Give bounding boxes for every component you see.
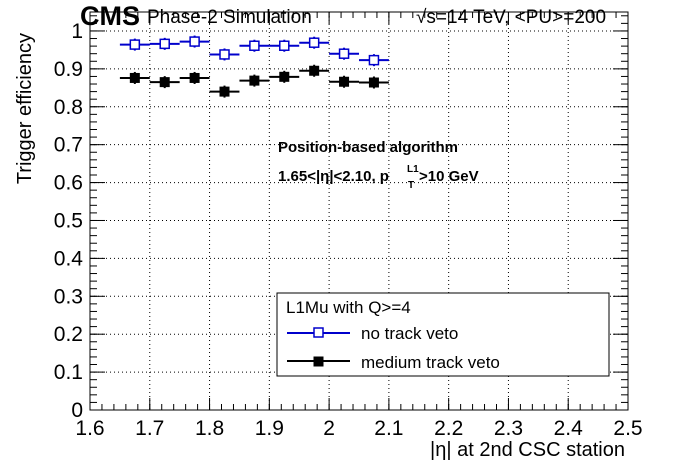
x-tick-label: 1.6 bbox=[75, 417, 104, 440]
data-point bbox=[189, 72, 200, 83]
simulation-subtitle: Phase-2 Simulation bbox=[147, 7, 312, 28]
legend-entry-no-veto: no track veto bbox=[361, 324, 458, 343]
x-tick-label: 2.4 bbox=[554, 417, 584, 440]
x-tick-label: 2 bbox=[323, 417, 335, 440]
x-tick-label: 2.5 bbox=[613, 417, 642, 440]
data-point bbox=[219, 86, 230, 97]
legend-marker-no-veto bbox=[313, 327, 324, 338]
data-point bbox=[368, 77, 379, 88]
energy-label: √s=14 TeV, <PU>=200 bbox=[416, 7, 606, 28]
data-point bbox=[279, 40, 290, 51]
data-point bbox=[129, 39, 141, 50]
selection-superscript: L1 bbox=[407, 164, 419, 175]
data-point bbox=[189, 36, 200, 47]
data-point bbox=[249, 75, 260, 86]
y-tick-label: 0.6 bbox=[54, 172, 83, 195]
data-point bbox=[159, 77, 170, 88]
series-no-track-veto bbox=[119, 35, 389, 67]
data-point bbox=[308, 37, 320, 48]
data-point bbox=[339, 76, 350, 87]
plot-frame bbox=[89, 11, 629, 411]
experiment-label: CMS bbox=[80, 1, 140, 31]
y-tick-label: 0.7 bbox=[54, 134, 83, 157]
y-tick-label: 0.5 bbox=[54, 209, 83, 232]
x-tick-label: 1.9 bbox=[255, 417, 284, 440]
x-tick-label: 1.7 bbox=[135, 417, 164, 440]
x-axis-title: |η| at 2nd CSC station bbox=[430, 439, 625, 461]
legend-box bbox=[276, 292, 610, 377]
y-tick-label: 0.8 bbox=[54, 96, 83, 119]
selection-subscript: T bbox=[408, 180, 414, 191]
x-tick-label: 2.3 bbox=[494, 417, 523, 440]
x-tick-label: 1.8 bbox=[195, 417, 224, 440]
y-tick-label: 0.9 bbox=[54, 58, 83, 81]
series-medium-track-veto bbox=[119, 64, 389, 98]
selection-suffix: >10 GeV bbox=[419, 168, 479, 185]
algorithm-annotation: Position-based algorithm bbox=[278, 139, 458, 156]
data-point bbox=[219, 49, 230, 60]
x-tick-label: 2.2 bbox=[434, 417, 463, 440]
legend-marker-medium-veto bbox=[313, 356, 324, 367]
y-tick-label: 0.4 bbox=[54, 247, 84, 270]
y-axis-title: Trigger efficiency bbox=[14, 33, 36, 184]
x-tick-label: 2.1 bbox=[374, 417, 403, 440]
data-point bbox=[249, 40, 260, 51]
legend-entry-medium-veto: medium track veto bbox=[361, 353, 500, 372]
legend: L1Mu with Q>=4 no track veto medium trac… bbox=[276, 292, 610, 377]
y-tick-label: 0 bbox=[71, 399, 83, 422]
data-point bbox=[129, 72, 140, 83]
legend-title: L1Mu with Q>=4 bbox=[286, 298, 411, 317]
data-point bbox=[279, 71, 290, 82]
y-tick-label: 1 bbox=[71, 20, 83, 43]
data-series bbox=[119, 35, 389, 98]
data-point bbox=[309, 65, 320, 76]
y-tick-label: 0.2 bbox=[54, 323, 83, 346]
y-tick-label: 0.1 bbox=[54, 361, 83, 384]
data-point bbox=[368, 54, 380, 66]
data-point bbox=[159, 38, 170, 50]
selection-prefix: 1.65<|η|<2.10, p bbox=[278, 168, 389, 185]
selection-annotation: 1.65<|η|<2.10, p L1 T >10 GeV bbox=[278, 164, 479, 191]
data-point bbox=[338, 48, 350, 59]
axes: 1.6 1.7 1.8 1.9 2 2.1 2.2 2.3 2.4 2.5 0 0.1 0.2 0.3 0.… bbox=[54, 12, 643, 440]
y-tick-label: 0.3 bbox=[54, 285, 83, 308]
